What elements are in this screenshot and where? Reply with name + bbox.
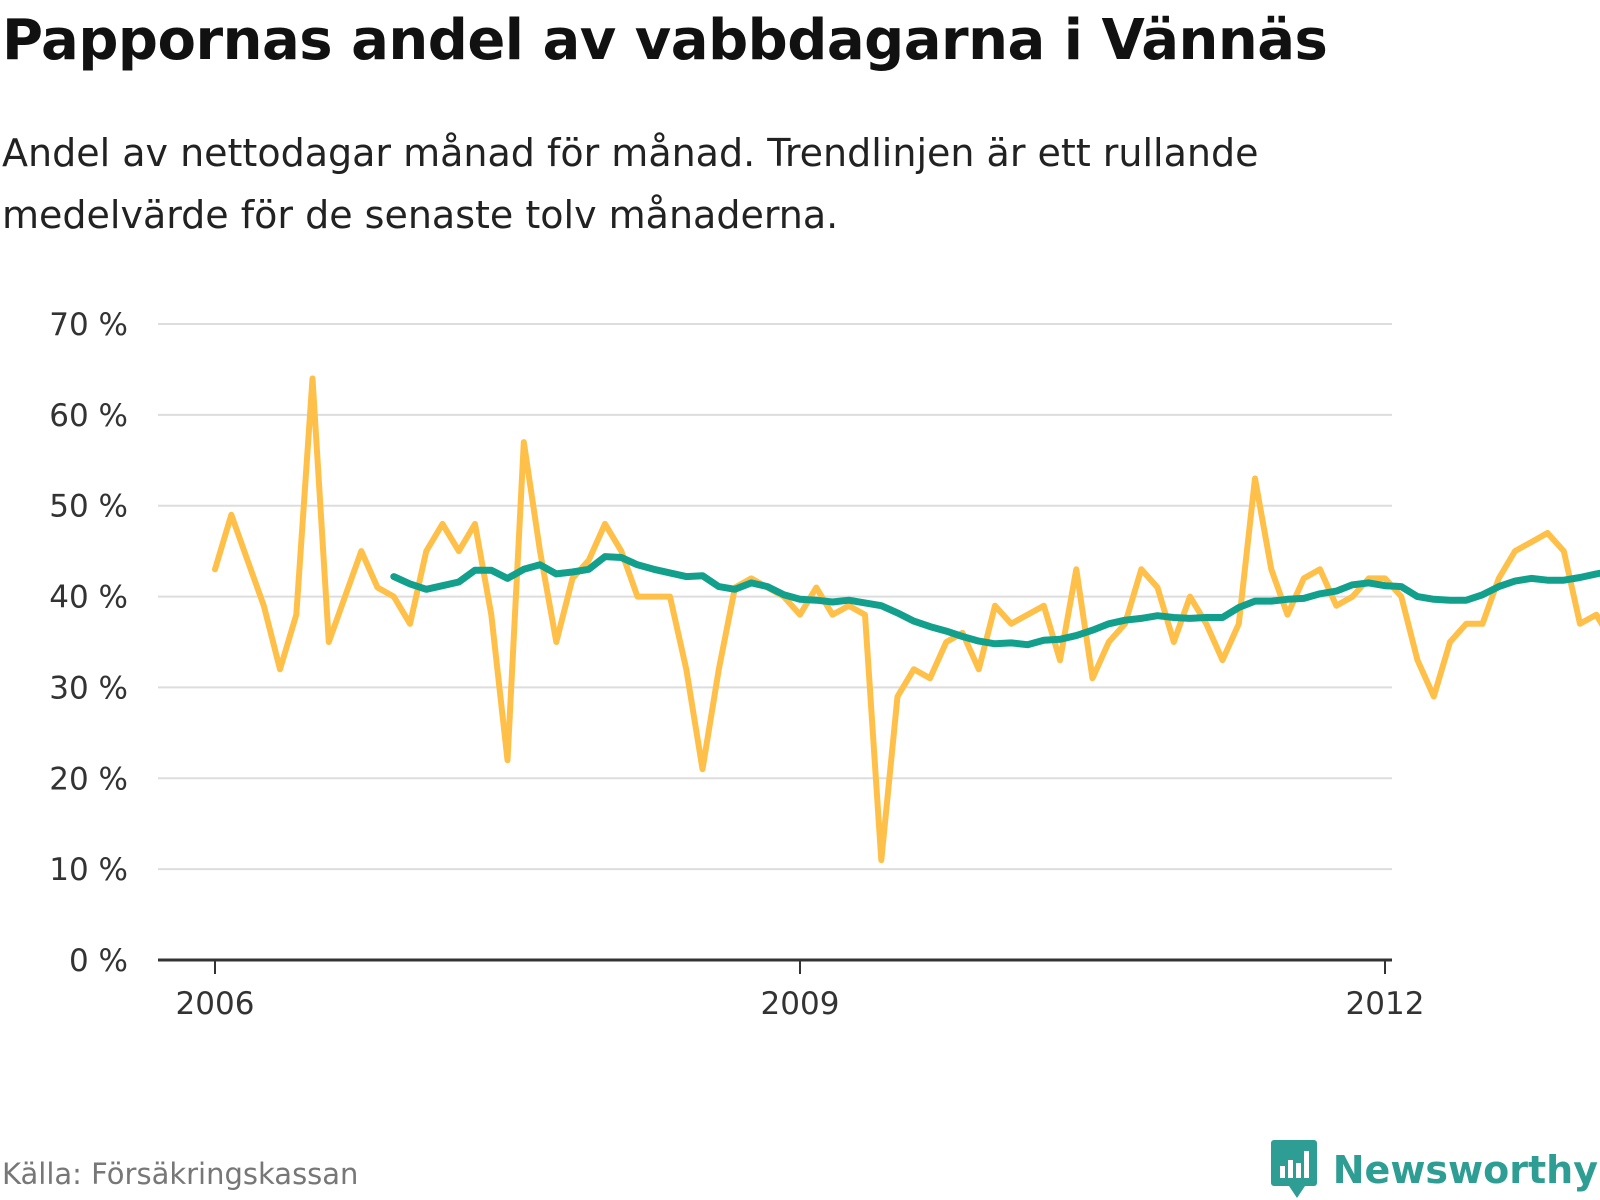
chart-title: Pappornas andel av vabbdagarna i Vännäs	[2, 8, 1328, 73]
icon-bubble	[1270, 1140, 1317, 1186]
brand-name: Newsworthy	[1332, 1148, 1598, 1192]
brand-logo: Newsworthy	[1270, 1140, 1598, 1200]
source-note: Källa: Försäkringskassan	[2, 1157, 359, 1191]
y-tick-label: 10 %	[49, 852, 128, 888]
y-tick-label: 50 %	[49, 489, 128, 525]
icon-bar-4	[1303, 1151, 1309, 1178]
x-axis: 2006200920122015201820212023	[158, 958, 1425, 1022]
icon-bar-1	[1279, 1166, 1285, 1178]
x-tick-label: 2006	[176, 986, 255, 1022]
x-tick-label: 2012	[1346, 986, 1425, 1022]
x-tick-label: 2009	[761, 986, 840, 1022]
y-tick-label: 40 %	[49, 580, 128, 616]
y-tick-label: 30 %	[49, 670, 128, 706]
trend-series-line	[390, 553, 1600, 649]
y-axis-ticks: 0 % 10 % 20 % 30 % 40 % 50 % 60 % 70 %	[49, 307, 128, 979]
y-tick-label: 0 %	[69, 943, 128, 979]
icon-bar-2	[1287, 1160, 1293, 1178]
y-tick-label: 20 %	[49, 761, 128, 797]
series-lines	[212, 375, 1600, 864]
y-tick-label: 70 %	[49, 307, 128, 343]
chart-subtitle: Andel av nettodagar månad för månad. Tre…	[2, 131, 1259, 237]
icon-bubble-tail	[1288, 1186, 1305, 1198]
newsworthy-icon	[1270, 1140, 1317, 1198]
y-tick-label: 60 %	[49, 398, 128, 434]
grid-lines	[158, 323, 1392, 871]
icon-bar-3	[1295, 1163, 1301, 1178]
